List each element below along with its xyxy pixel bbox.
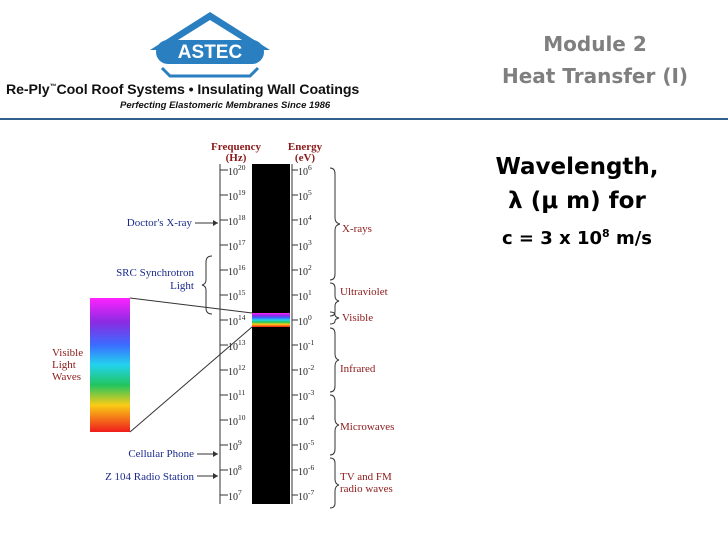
frequency-header-1: Frequency xyxy=(211,141,261,153)
energy-tick-label: 10-2 xyxy=(298,363,314,378)
region-xrays: X-rays xyxy=(342,223,372,235)
source-cellular-phone: Cellular Phone xyxy=(128,448,194,460)
frequency-header-2: (Hz) xyxy=(226,152,247,164)
source-doctors-xray: Doctor's X-ray xyxy=(127,217,193,229)
energy-tick-label: 106 xyxy=(298,163,312,178)
frequency-tick-label: 1020 xyxy=(228,163,246,178)
logo-text: ASTEC xyxy=(178,42,243,63)
ir-brace xyxy=(329,327,340,393)
source-z104-radio: Z 104 Radio Station xyxy=(105,471,194,483)
subtagline: Perfecting Elastomeric Membranes Since 1… xyxy=(120,100,331,111)
slide-title: Module 2 Heat Transfer (I) xyxy=(490,28,700,92)
energy-tick-label: 10-6 xyxy=(298,463,314,478)
region-infrared: Infrared xyxy=(340,363,376,375)
region-radio-waves: radio waves xyxy=(340,483,393,495)
energy-ticks: 106 105 104 103 102 101 100 10-1 10-2 10-3 10-4 10-… xyxy=(292,163,314,503)
radio-brace xyxy=(329,457,340,509)
frequency-tick-label: 1011 xyxy=(228,388,245,403)
region-visible: Visible xyxy=(342,312,373,324)
energy-tick-label: 10-7 xyxy=(298,488,314,503)
visible-light-label-1: Visible xyxy=(52,347,83,359)
frequency-tick-label: 1017 xyxy=(228,238,246,253)
energy-header-2: (eV) xyxy=(295,152,315,164)
energy-tick-label: 102 xyxy=(298,263,312,278)
frequency-tick-label: 108 xyxy=(228,463,242,478)
region-tv-fm: TV and FM xyxy=(340,471,392,483)
energy-tick-label: 103 xyxy=(298,238,312,253)
tagline: Re-Ply™Cool Roof Systems • Insulating Wa… xyxy=(6,82,360,98)
spectrum-bar xyxy=(252,164,290,504)
frequency-tick-label: 1018 xyxy=(228,213,246,228)
wavelength-text: Wavelength, λ (μ m) for c = 3 x 108 m/s xyxy=(482,150,672,255)
slide-title-line1: Module 2 xyxy=(543,32,647,56)
uv-brace xyxy=(329,282,340,317)
wavelength-line2: λ (μ m) for xyxy=(508,188,646,214)
region-microwaves: Microwaves xyxy=(340,421,394,433)
energy-tick-label: 10-3 xyxy=(298,388,314,403)
astec-house-logo: ASTEC xyxy=(150,12,270,78)
wavelength-line1: Wavelength, xyxy=(495,154,659,180)
header-divider xyxy=(0,118,728,120)
astec-logo-block: ASTEC Re-Ply™Cool Roof Systems • Insulat… xyxy=(0,0,420,120)
frequency-tick-label: 107 xyxy=(228,488,242,503)
slide-title-line2: Heat Transfer (I) xyxy=(501,64,689,88)
energy-tick-label: 10-1 xyxy=(298,338,314,353)
region-ultraviolet: Ultraviolet xyxy=(340,286,388,298)
frequency-tick-label: 1016 xyxy=(228,263,246,278)
energy-tick-label: 104 xyxy=(298,213,312,228)
energy-tick-label: 10-4 xyxy=(298,413,314,428)
frequency-ticks: 1020101910181017101610151014101310121011… xyxy=(220,163,246,503)
frequency-tick-label: 1012 xyxy=(228,363,246,378)
energy-header-1: Energy xyxy=(288,141,323,153)
frequency-tick-label: 109 xyxy=(228,438,242,453)
visible-light-label-2: Light xyxy=(52,359,76,371)
frequency-tick-label: 1019 xyxy=(228,188,246,203)
energy-tick-label: 105 xyxy=(298,188,312,203)
source-src-light: Light xyxy=(170,280,194,292)
visible-band xyxy=(252,313,290,327)
speed-of-light-equation: c = 3 x 108 m/s xyxy=(502,227,652,249)
energy-tick-label: 101 xyxy=(298,288,312,303)
source-src-synchrotron: SRC Synchrotron xyxy=(116,267,194,279)
visible-light-label-3: Waves xyxy=(52,371,81,383)
xray-brace xyxy=(329,167,341,281)
energy-tick-label: 100 xyxy=(298,313,312,328)
em-spectrum-diagram: Frequency (Hz) Energy (eV) 1020 1019 1018 1… xyxy=(52,141,394,509)
visible-light-strip xyxy=(90,298,130,432)
frequency-tick-label: 1010 xyxy=(228,413,246,428)
frequency-tick-label: 1015 xyxy=(228,288,246,303)
microwave-brace xyxy=(329,394,340,456)
visible-brace xyxy=(329,311,340,325)
frequency-tick-label: 1014 xyxy=(228,313,246,328)
energy-tick-label: 10-5 xyxy=(298,438,314,453)
